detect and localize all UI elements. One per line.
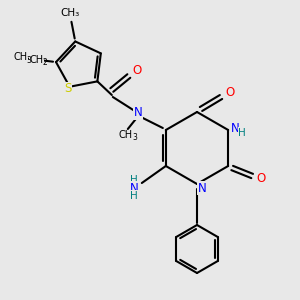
Text: O: O	[225, 85, 235, 98]
Text: N: N	[231, 122, 240, 136]
Text: 3: 3	[133, 134, 138, 142]
Text: N: N	[134, 106, 142, 119]
Text: CH: CH	[13, 52, 27, 62]
Text: 2: 2	[42, 58, 47, 67]
Text: O: O	[132, 64, 141, 77]
Text: H: H	[130, 191, 138, 201]
Text: N: N	[129, 182, 138, 194]
Text: 3: 3	[26, 56, 31, 65]
Text: H: H	[238, 128, 246, 138]
Text: O: O	[256, 172, 266, 184]
Text: CH: CH	[29, 55, 43, 64]
Text: H: H	[130, 175, 138, 185]
Text: CH₃: CH₃	[60, 8, 80, 18]
Text: CH: CH	[119, 130, 133, 140]
Text: N: N	[198, 182, 206, 194]
Text: S: S	[64, 82, 71, 95]
